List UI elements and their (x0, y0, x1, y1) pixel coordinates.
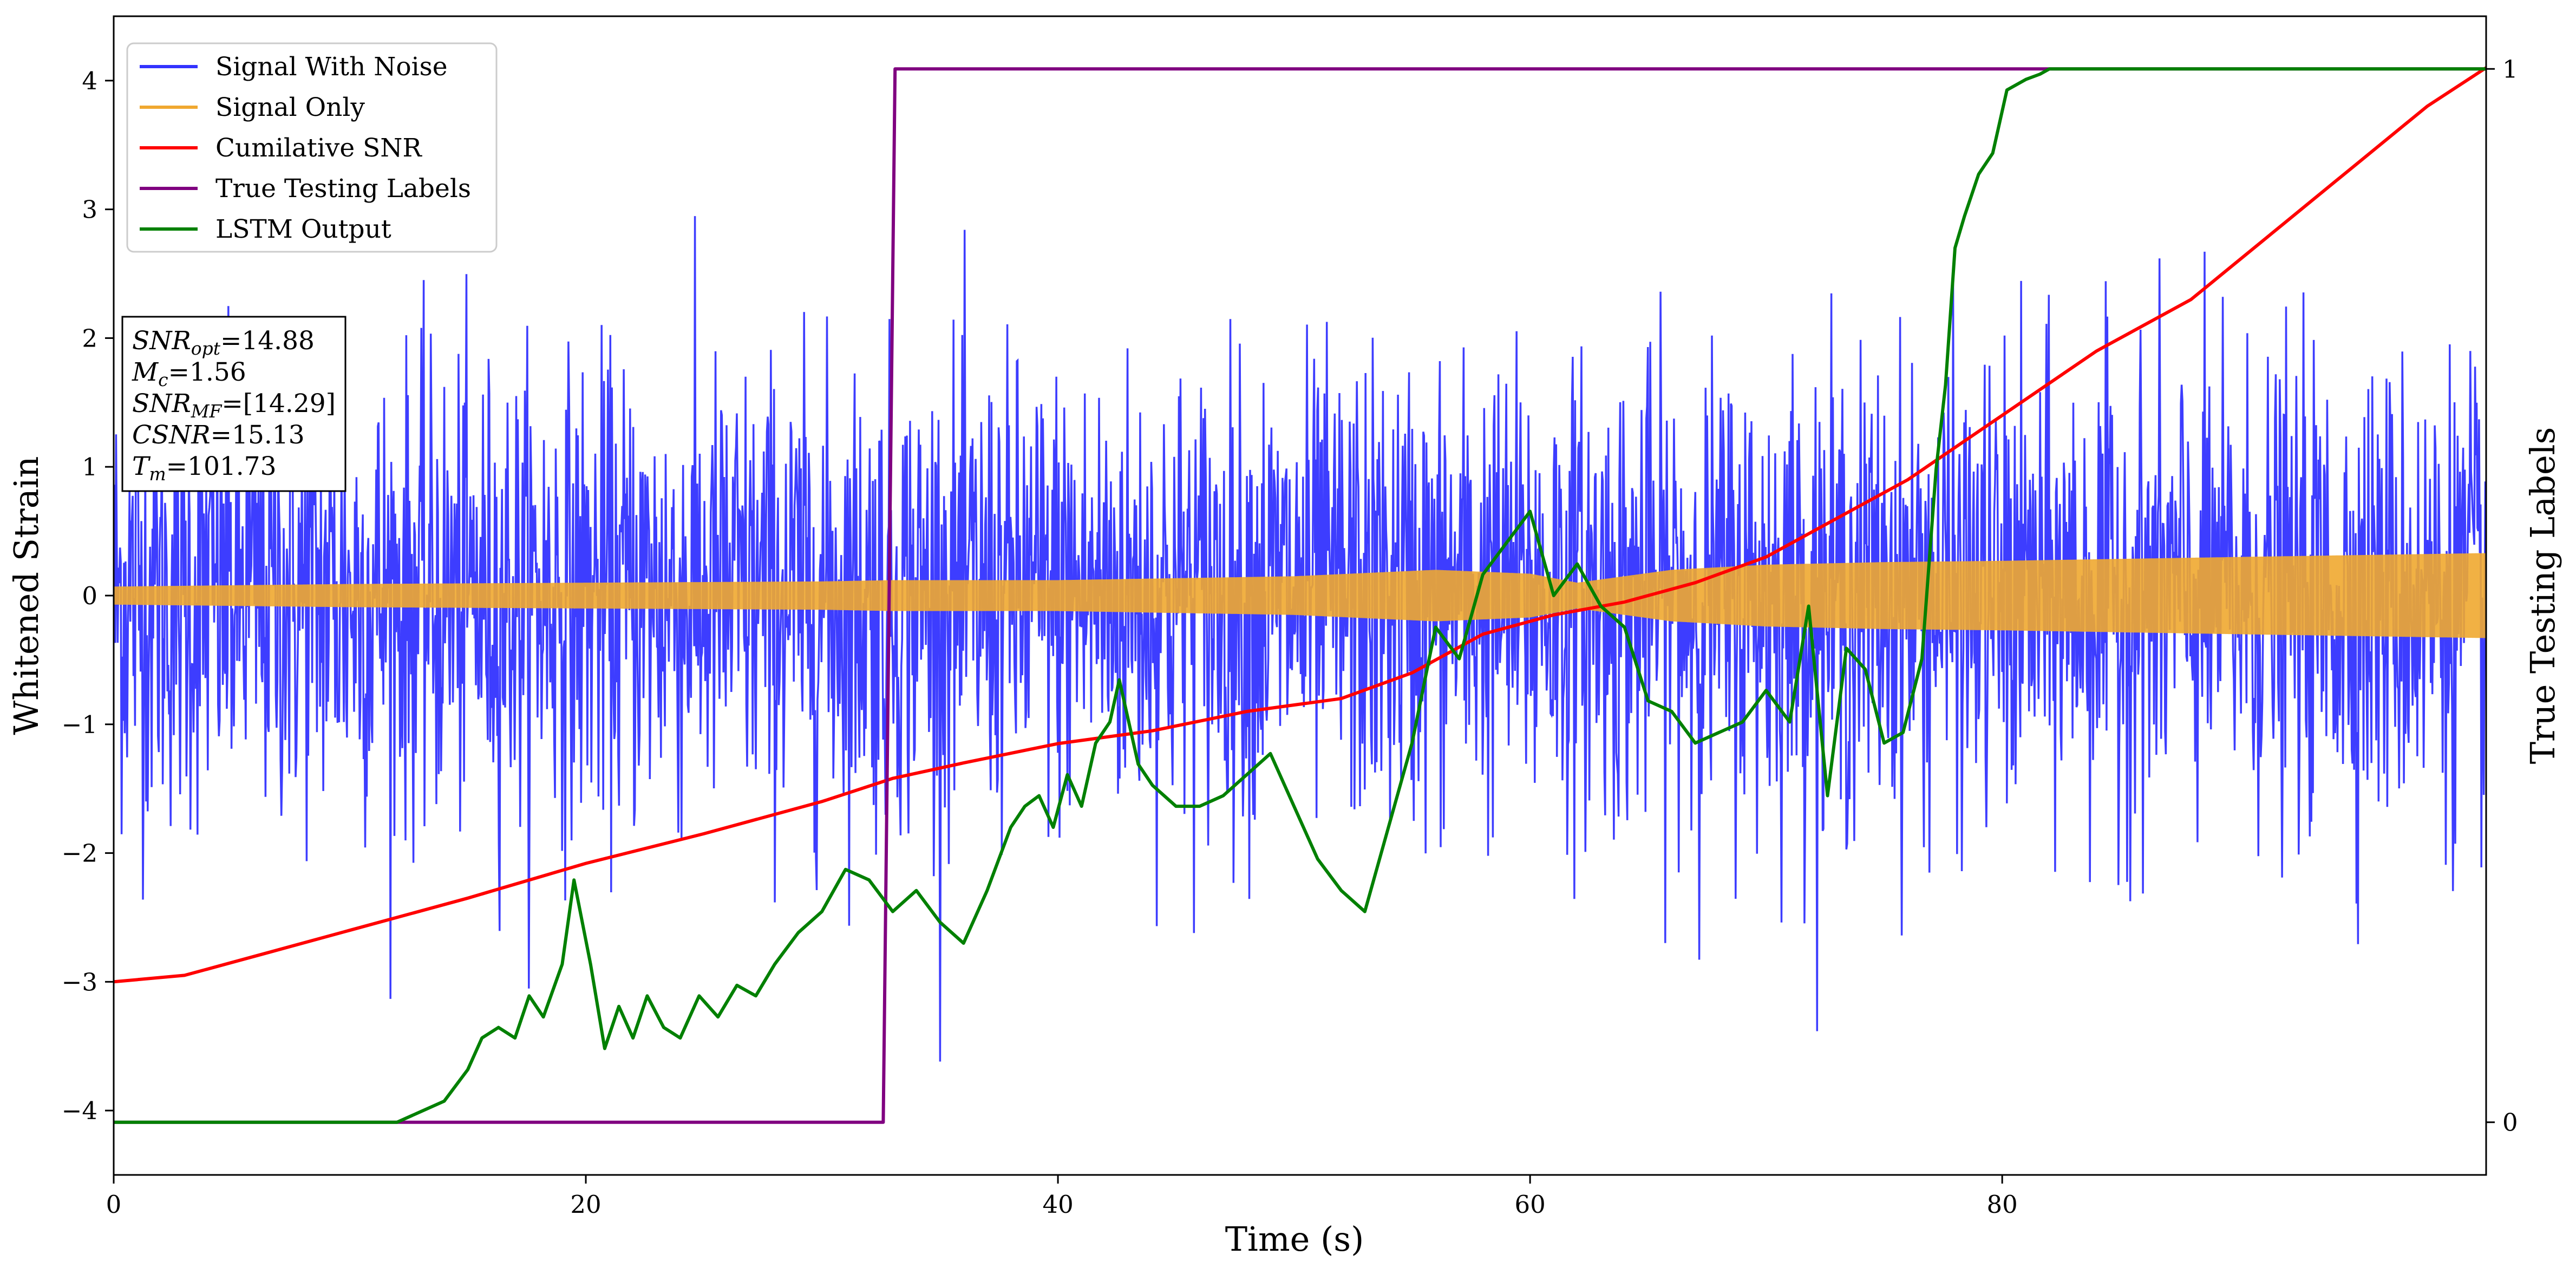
legend-entry-label: LSTM Output (215, 214, 391, 244)
legend-entry-label: True Testing Labels (215, 174, 471, 204)
annotation-line: Mc=1.56 (132, 357, 246, 390)
x-tick-label: 40 (1042, 1190, 1073, 1219)
y2-tick-label: 0 (2502, 1108, 2518, 1137)
legend-entry-label: Signal Only (215, 93, 365, 122)
y-tick-label: −1 (62, 710, 97, 739)
y2-tick-label: 1 (2502, 55, 2518, 83)
x-axis-label: Time (s) (1225, 1219, 1364, 1259)
y-tick-label: 4 (82, 67, 97, 95)
y-tick-label: 1 (82, 453, 97, 481)
annotation-box (121, 316, 346, 492)
y-tick-label: 0 (82, 582, 97, 610)
x-tick-label: 80 (1987, 1190, 2018, 1219)
series-lstm-output (114, 67, 2486, 1124)
series-signal-only (114, 553, 2486, 638)
legend-entry-label: Signal With Noise (215, 52, 448, 82)
y-tick-label: −4 (62, 1096, 97, 1125)
annotation-line: Tm=101.73 (132, 452, 277, 485)
y-tick-label: −2 (62, 839, 97, 868)
x-tick-label: 0 (106, 1190, 122, 1219)
y2-axis-label: True Testing Labels (2523, 427, 2562, 765)
y-tick-label: 2 (82, 324, 97, 352)
annotation-line: SNRMF=[14.29] (132, 389, 336, 422)
y-axis-label: Whitened Strain (6, 456, 46, 735)
y-tick-label: 3 (82, 195, 97, 224)
annotation-line: SNRopt=14.88 (132, 326, 315, 359)
x-tick-label: 20 (570, 1190, 601, 1219)
legend-box (126, 42, 498, 253)
plot-area (114, 66, 2486, 1124)
series-true-testing-labels (114, 67, 2486, 1124)
parameter-annotation: SNRopt=14.88Mc=1.56SNRMF=[14.29]CSNR=15.… (121, 316, 346, 492)
legend: Signal With Noise Signal Only Cumilative S… (126, 42, 498, 253)
y-tick-label: −3 (62, 968, 97, 996)
x-tick-label: 60 (1514, 1190, 1545, 1219)
legend-entry-label: Cumilative SNR (215, 133, 422, 163)
series-cumulative-snr (114, 66, 2486, 984)
annotation-line: CSNR=15.13 (132, 420, 305, 450)
